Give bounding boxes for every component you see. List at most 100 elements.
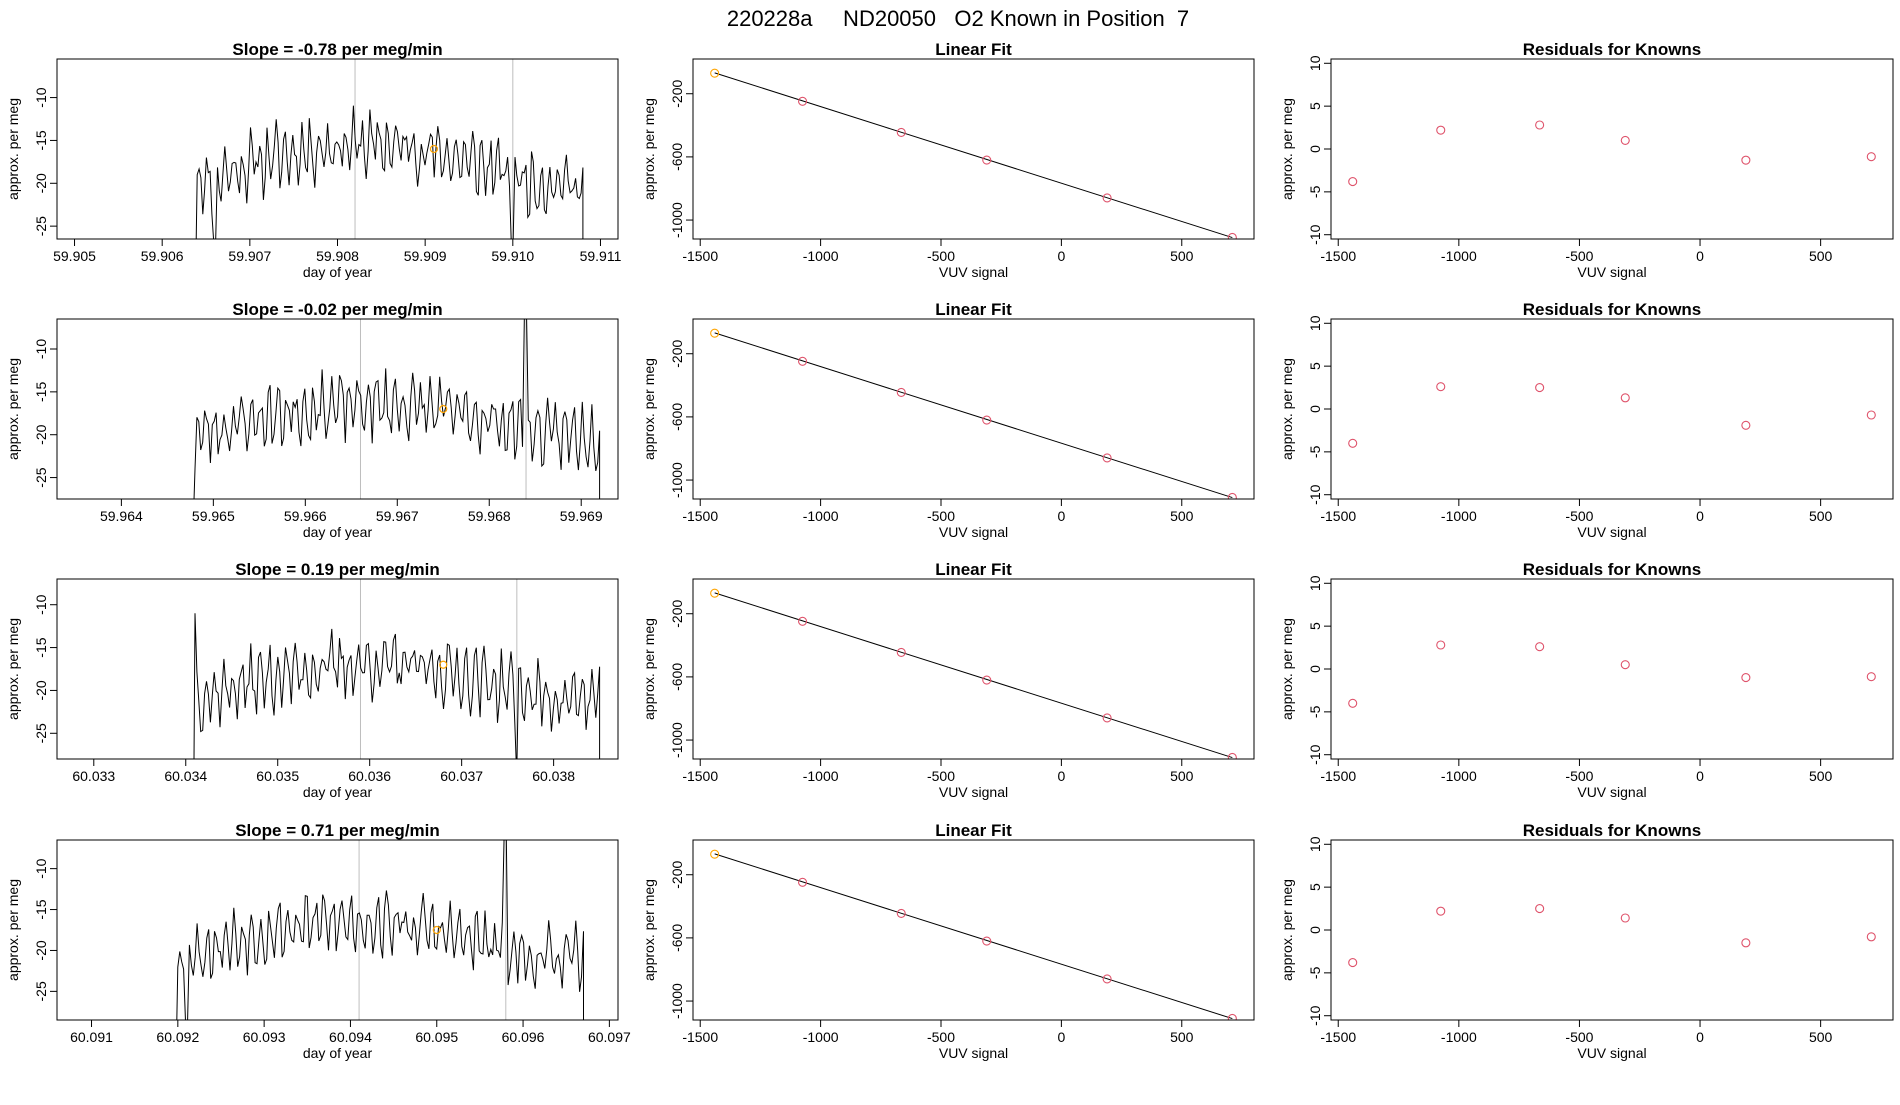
x-tick-label: 0 [1057, 248, 1065, 264]
data-point [798, 877, 808, 887]
x-axis-label: VUV signal [939, 784, 1008, 800]
x-axis-label: VUV signal [939, 1045, 1008, 1061]
x-tick-label: 0 [1696, 768, 1704, 784]
panel-title: Linear Fit [935, 40, 1012, 59]
data-point [1102, 193, 1112, 203]
sample-trace-line [193, 319, 601, 499]
x-tick-label: 59.910 [491, 248, 534, 264]
panel-title: Residuals for Knowns [1523, 821, 1702, 840]
x-tick-label: -1500 [1320, 508, 1356, 524]
plot-area [710, 588, 1237, 759]
x-tick-label: 59.964 [100, 508, 143, 524]
data-point [982, 936, 992, 946]
x-tick-label: -500 [1565, 768, 1593, 784]
panel-title: Residuals for Knowns [1523, 40, 1702, 59]
plot-area [710, 328, 1237, 499]
plot-area [710, 68, 1237, 239]
data-point [1535, 383, 1545, 393]
data-point [1866, 672, 1876, 682]
y-tick-label: -15 [33, 130, 49, 150]
panel-linear-fit-row-4: Linear Fit -1500 -1000 -500 0 500 -200 -600 -100… [641, 821, 1255, 1061]
y-tick-label: -10 [1307, 744, 1323, 764]
x-tick-label: 500 [1170, 768, 1194, 784]
y-tick-label: -1000 [669, 983, 685, 1019]
data-point [1741, 673, 1751, 683]
y-tick-label: 0 [1307, 665, 1323, 673]
x-tick-label: 60.035 [256, 768, 299, 784]
y-tick-label: -600 [669, 143, 685, 171]
data-point [1866, 152, 1876, 162]
plot-frame [56, 578, 619, 760]
panel-title: Residuals for Knowns [1523, 300, 1702, 319]
x-axis-label: VUV signal [1577, 264, 1646, 280]
data-point [1227, 752, 1237, 759]
y-tick-label: 0 [1307, 145, 1323, 153]
data-point [1348, 698, 1358, 708]
panel-residuals-row-3: Residuals for Knowns -1500 -1000 -500 0 500 -1… [1279, 560, 1894, 800]
known-sample-marker [432, 925, 441, 935]
x-axis-label: VUV signal [1577, 1045, 1646, 1061]
y-axis-label: approx. per meg [1279, 98, 1295, 200]
y-tick-label: -600 [669, 663, 685, 691]
data-point [1102, 713, 1112, 723]
panel-linear-fit-row-2: Linear Fit -1500 -1000 -500 0 500 -200 -600 -100… [641, 300, 1255, 540]
x-tick-label: 59.968 [468, 508, 511, 524]
x-tick-label: -1500 [682, 508, 718, 524]
x-axis-label: VUV signal [939, 264, 1008, 280]
sample-trace-line [176, 840, 584, 1020]
data-point [1102, 453, 1112, 463]
sample-trace-line [195, 105, 584, 239]
y-axis-label: approx. per meg [641, 358, 657, 460]
data-point [1866, 932, 1876, 942]
panel-linear-fit-row-3: Linear Fit -1500 -1000 -500 0 500 -200 -600 -100… [641, 560, 1255, 800]
x-tick-label: -1000 [1441, 1029, 1477, 1045]
data-point [1227, 1013, 1237, 1020]
plot-area [193, 579, 601, 759]
x-tick-label: 60.096 [502, 1029, 545, 1045]
x-tick-label: 59.911 [580, 248, 622, 264]
y-tick-label: -10 [1307, 224, 1323, 244]
panel-title: Slope = -0.78 per meg/min [232, 40, 442, 59]
y-tick-label: -10 [33, 858, 49, 878]
x-tick-label: 60.092 [156, 1029, 199, 1045]
x-axis-label: VUV signal [939, 524, 1008, 540]
x-tick-label: 59.907 [228, 248, 271, 264]
x-tick-label: -1500 [1320, 1029, 1356, 1045]
x-tick-label: -1500 [682, 768, 718, 784]
panel-title: Slope = 0.71 per meg/min [235, 821, 440, 840]
y-tick-label: -10 [33, 339, 49, 359]
y-tick-label: -15 [33, 899, 49, 919]
x-tick-label: 59.965 [192, 508, 235, 524]
x-tick-label: -1000 [803, 1029, 839, 1045]
plot-frame [1330, 578, 1894, 760]
x-axis-label: day of year [303, 524, 373, 540]
data-point [1436, 125, 1446, 135]
data-point [1741, 938, 1751, 948]
y-axis-label: approx. per meg [1279, 879, 1295, 981]
panel-title: Linear Fit [935, 560, 1012, 579]
x-tick-label: 500 [1809, 508, 1833, 524]
x-tick-label: 59.969 [560, 508, 603, 524]
x-tick-label: 59.908 [316, 248, 359, 264]
x-tick-label: 60.038 [532, 768, 575, 784]
x-tick-label: 60.033 [72, 768, 115, 784]
data-point [710, 849, 720, 859]
data-point [1102, 974, 1112, 984]
x-tick-label: -500 [1565, 248, 1593, 264]
data-point [1620, 913, 1630, 923]
x-tick-label: 500 [1170, 248, 1194, 264]
plot-frame [56, 318, 619, 500]
y-tick-label: -10 [1307, 484, 1323, 504]
panel-time-series-row-3: Slope = 0.19 per meg/min 60.033 60.034 60.0… [5, 560, 619, 800]
x-tick-label: 59.905 [53, 248, 96, 264]
y-tick-label: -20 [33, 940, 49, 960]
fit-line [714, 72, 1233, 239]
y-axis-label: approx. per meg [5, 879, 21, 981]
data-point [1866, 410, 1876, 420]
x-tick-label: -500 [927, 768, 955, 784]
x-tick-label: -500 [927, 1029, 955, 1045]
panel-residuals-row-1: Residuals for Knowns -1500 -1000 -500 0 500 -1… [1279, 40, 1894, 280]
y-axis-label: approx. per meg [1279, 358, 1295, 460]
